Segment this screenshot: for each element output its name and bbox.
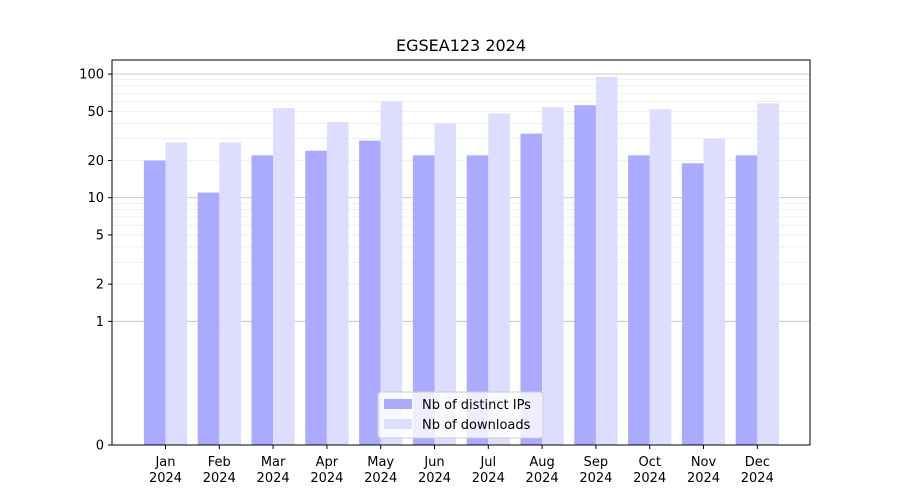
x-tick-label: Nov 2024 (687, 455, 720, 486)
bar-downloads (165, 142, 188, 445)
x-tick-label: Feb 2024 (203, 455, 236, 486)
bars-layer (143, 76, 779, 446)
bar-distinct-ips (628, 155, 650, 445)
x-tick-label: Jun 2024 (418, 455, 451, 486)
bar-downloads (757, 103, 779, 445)
bar-downloads (273, 108, 295, 445)
legend-swatch (384, 419, 412, 429)
y-tick-label: 50 (87, 105, 104, 120)
bar-downloads (488, 113, 510, 446)
y-tick-label: 100 (79, 68, 104, 83)
bar-downloads (219, 142, 241, 445)
bar-downloads (595, 76, 618, 445)
x-tick-label: Jul 2024 (472, 455, 505, 486)
y-tick-label: 5 (96, 228, 104, 243)
x-tick-label: Apr 2024 (310, 455, 343, 486)
x-tick-label: May 2024 (364, 455, 397, 486)
y-tick-label: 20 (87, 154, 104, 169)
bar-distinct-ips (197, 192, 220, 445)
legend: Nb of distinct IPs Nb of downloads (377, 391, 544, 439)
bar-downloads (434, 123, 457, 445)
x-tick-label: Oct 2024 (633, 455, 666, 486)
plot-frame (111, 59, 811, 446)
bar-distinct-ips (359, 140, 381, 445)
y-tick-label: 10 (87, 191, 104, 206)
x-tick-label: Dec 2024 (741, 455, 774, 486)
axis-layer: Jan 2024 Feb 2024 Mar 2024 Apr 2024 May 2024 Jun 20… (79, 68, 774, 486)
x-tick-label: Mar 2024 (257, 455, 290, 486)
y-tick-label: 2 (96, 278, 104, 293)
legend-label: Nb of distinct IPs (422, 398, 531, 413)
bar-downloads (380, 101, 403, 445)
y-tick-label: 1 (96, 315, 104, 330)
legend-box (377, 391, 544, 439)
legend-label: Nb of downloads (422, 418, 531, 433)
bar-downloads (703, 138, 726, 446)
y-tick-label: 0 (96, 439, 104, 454)
bar-distinct-ips (735, 155, 758, 445)
bar-distinct-ips (681, 163, 704, 445)
bar-distinct-ips (520, 133, 543, 445)
bar-distinct-ips (251, 155, 274, 445)
bar-downloads (542, 107, 564, 445)
bar-downloads (326, 121, 349, 445)
bar-distinct-ips (143, 160, 166, 445)
bar-downloads (649, 109, 672, 445)
legend-swatch (384, 399, 412, 409)
bar-distinct-ips (305, 150, 327, 445)
x-tick-label: Jan 2024 (149, 455, 182, 486)
bar-distinct-ips (466, 155, 489, 445)
x-tick-label: Sep 2024 (579, 455, 612, 486)
x-tick-label: Aug 2024 (526, 455, 559, 486)
bar-distinct-ips (412, 155, 435, 445)
chart-title: EGSEA123 2024 (396, 36, 526, 55)
bar-distinct-ips (574, 105, 596, 445)
